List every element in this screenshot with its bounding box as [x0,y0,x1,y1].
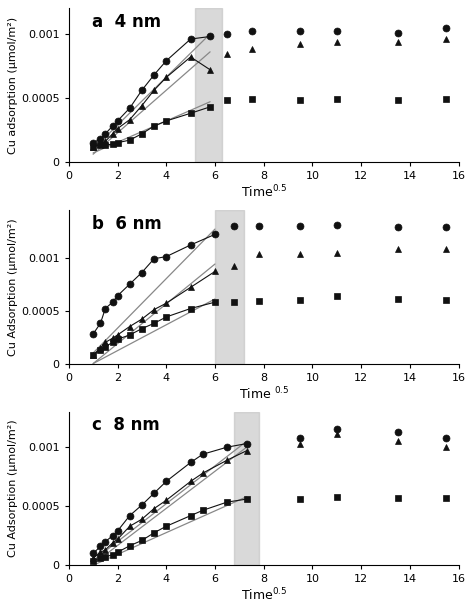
X-axis label: Time$^{0.5}$: Time$^{0.5}$ [241,184,287,200]
Text: c  8 nm: c 8 nm [92,416,160,435]
Y-axis label: Cu Adsorption (μmol/m²): Cu Adsorption (μmol/m²) [9,420,18,558]
Text: b  6 nm: b 6 nm [92,215,162,233]
X-axis label: Time$^{0.5}$: Time$^{0.5}$ [241,587,287,603]
Bar [215,210,244,364]
Y-axis label: Cu adsorption (μmol/m²): Cu adsorption (μmol/m²) [9,17,18,154]
Bar [195,9,222,162]
Y-axis label: Cu Adsorption (μmol/m²): Cu Adsorption (μmol/m²) [9,218,18,356]
Bar [235,412,259,565]
X-axis label: Time $^{0.5}$: Time $^{0.5}$ [238,386,289,402]
Text: a  4 nm: a 4 nm [92,13,161,31]
